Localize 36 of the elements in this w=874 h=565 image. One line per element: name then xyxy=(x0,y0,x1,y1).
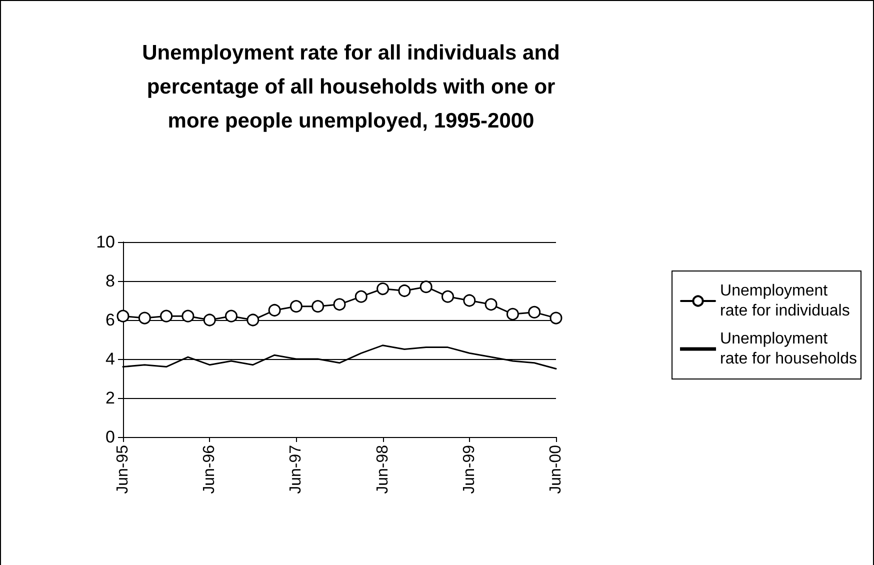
y-tick-label: 10 xyxy=(96,232,115,252)
legend-label: Unemployment rate for individuals xyxy=(720,282,850,320)
x-tick-label: Jun-98 xyxy=(374,444,392,494)
point xyxy=(138,312,151,324)
x-tick-label: Jun-97 xyxy=(288,444,305,494)
point xyxy=(463,294,476,307)
x-tick-label: Jun-99 xyxy=(460,444,478,494)
legend-label: Unemployment rate for households xyxy=(720,330,858,368)
point xyxy=(182,310,194,322)
point xyxy=(225,310,238,322)
point xyxy=(290,300,302,313)
point xyxy=(528,306,541,318)
point xyxy=(333,298,346,311)
point xyxy=(550,312,562,324)
point xyxy=(312,300,324,313)
y-tick-label: 0 xyxy=(106,428,115,446)
point xyxy=(376,282,390,296)
point xyxy=(116,310,130,322)
point xyxy=(160,310,173,322)
point xyxy=(203,314,216,326)
point xyxy=(420,280,432,294)
x-tick-label: Jun-95 xyxy=(114,444,132,494)
x-tick-label: Jun-00 xyxy=(548,444,564,494)
y-tick-label: 2 xyxy=(106,388,115,408)
point xyxy=(398,284,411,297)
y-tick-label: 8 xyxy=(106,272,115,290)
x-tick-label: Jun-96 xyxy=(201,444,218,494)
point xyxy=(246,314,260,326)
point xyxy=(506,308,519,320)
point xyxy=(268,304,281,316)
y-tick-label: 6 xyxy=(106,310,115,330)
point xyxy=(442,290,454,303)
chart-title: Unemployment rate for all individuals and percentage of all households with one or more people unemployed, 1995-2000 xyxy=(142,42,560,132)
y-tick-label: 4 xyxy=(106,350,115,368)
point xyxy=(354,290,368,303)
point xyxy=(484,298,498,311)
